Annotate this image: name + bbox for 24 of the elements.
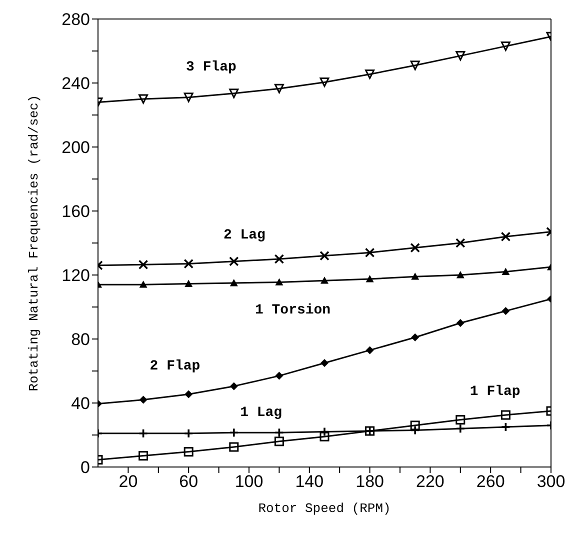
x-tick-label: 100 [234,472,264,492]
series-label: 2 Lag [223,227,266,244]
y-tick-label: 120 [62,266,90,286]
y-tick-label: 80 [71,330,90,350]
x-tick-label: 60 [179,472,198,492]
y-axis-title: Rotating Natural Frequencies (rad/sec) [26,94,42,392]
y-tick-label: 240 [62,74,90,94]
series-label: 1 Lag [240,404,282,421]
x-tick-label: 260 [476,472,505,492]
y-tick-label: 160 [62,202,90,222]
x-axis-title: Rotor Speed (RPM) [258,501,391,516]
x-tick-label: 300 [536,472,566,492]
x-tick-label: 140 [295,472,324,492]
x-tick-label: 180 [356,472,384,492]
series-label: 1 Torsion [254,302,331,319]
series-label: 1 Flap [470,384,520,400]
y-tick-label: 40 [71,394,90,414]
y-tick-label: 0 [80,458,90,478]
x-tick-label: 20 [118,472,138,492]
x-tick-label: 220 [416,472,444,492]
series-label: 2 Flap [150,358,200,375]
series-label: 3 Flap [186,59,236,76]
y-tick-label: 200 [62,138,90,158]
y-tick-label: 280 [62,10,90,30]
